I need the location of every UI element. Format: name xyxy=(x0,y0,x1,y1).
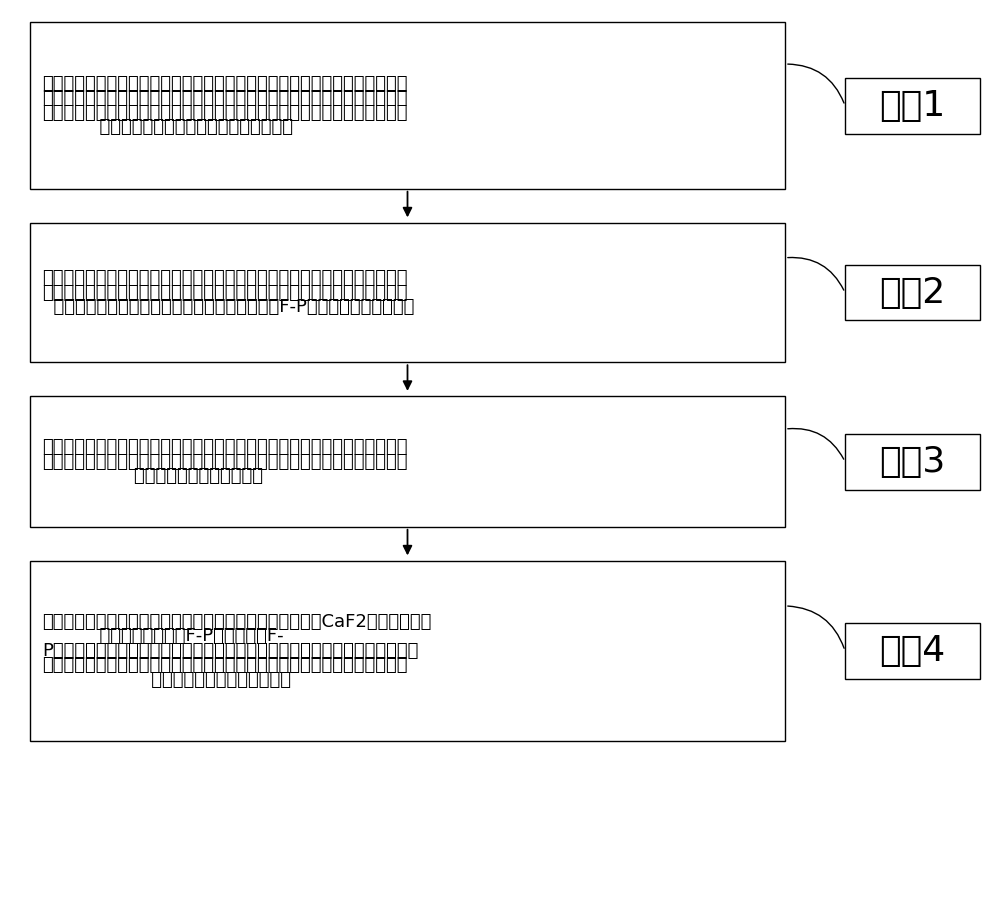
FancyArrowPatch shape xyxy=(788,429,844,459)
Text: 基于函数发生器产生锯齿波信号，使用所述锯齿波信号调制驱动器产生电流信: 基于函数发生器产生锯齿波信号，使用所述锯齿波信号调制驱动器产生电流信 xyxy=(42,75,408,93)
FancyArrowPatch shape xyxy=(788,257,844,290)
Text: 述激光依次传输至第一反射镜、第二反射镜和第三反射镜，基于第一反射镜和: 述激光依次传输至第一反射镜、第二反射镜和第三反射镜，基于第一反射镜和 xyxy=(42,104,408,122)
Bar xyxy=(30,396,785,527)
Text: 三模式匹配透镜，根据折射的激光，对激光器与F-P腔的腔膜大小进行匹配: 三模式匹配透镜，根据折射的激光，对激光器与F-P腔的腔膜大小进行匹配 xyxy=(42,298,414,316)
Text: 二分之一波片和偏振片，控制激光光学反馈的反馈率，以根据光学反馈的相位: 二分之一波片和偏振片，控制激光光学反馈的反馈率，以根据光学反馈的相位 xyxy=(42,452,408,471)
Text: 将经过偏振片的激光传输至第四反射镜，将折射后的激光经CaF2窗口镜折射进: 将经过偏振片的激光传输至第四反射镜，将折射后的激光经CaF2窗口镜折射进 xyxy=(42,613,431,631)
Bar xyxy=(30,22,785,189)
Bar xyxy=(30,561,785,741)
Bar xyxy=(845,264,980,321)
Text: 定光学反馈，生成光声信号，并基于第一谐振管和第二谐振管增强光声信号，: 定光学反馈，生成光声信号，并基于第一谐振管和第二谐振管增强光声信号， xyxy=(42,656,408,674)
Text: 步骤3: 步骤3 xyxy=(879,445,946,478)
Text: P腔的激光从第一谐振管、第二谐振管以及石英音叉的叉臂中间穿过，以基于稳: P腔的激光从第一谐振管、第二谐振管以及石英音叉的叉臂中间穿过，以基于稳 xyxy=(42,642,418,660)
Text: 基于第三反射镜将激光折射后依次传输至第一模式匹配透镜、第二模式匹配透: 基于第三反射镜将激光折射后依次传输至第一模式匹配透镜、第二模式匹配透 xyxy=(42,269,408,287)
Text: 号，通过所述驱动器产生的电流信号，驱动激光器产生激光，基于分光镜将所: 号，通过所述驱动器产生的电流信号，驱动激光器产生激光，基于分光镜将所 xyxy=(42,89,408,107)
FancyArrowPatch shape xyxy=(788,606,844,648)
Text: 步骤1: 步骤1 xyxy=(879,89,946,122)
Bar xyxy=(845,623,980,679)
Bar xyxy=(845,434,980,490)
Bar xyxy=(845,78,980,133)
Text: 基于增强的光声信号检测光谱: 基于增强的光声信号检测光谱 xyxy=(42,671,291,689)
Text: ，建立激光的稳定光学反馈: ，建立激光的稳定光学反馈 xyxy=(42,467,263,485)
Text: 将经第三模式匹配透镜后的激光依次传输至二分之一波片和偏振片，基于所述: 将经第三模式匹配透镜后的激光依次传输至二分之一波片和偏振片，基于所述 xyxy=(42,438,408,456)
FancyArrowPatch shape xyxy=(788,64,844,103)
Text: 第二反射镜根据激光控制光学反馈的相位: 第二反射镜根据激光控制光学反馈的相位 xyxy=(42,119,293,137)
Text: 步骤4: 步骤4 xyxy=(879,634,946,668)
Text: 入与激光器匹配的F-P腔，将经过F-: 入与激光器匹配的F-P腔，将经过F- xyxy=(42,628,284,645)
Text: 镜和第三模式匹配透镜，基于所述第一模式匹配透镜、第二模式匹配透镜和第: 镜和第三模式匹配透镜，基于所述第一模式匹配透镜、第二模式匹配透镜和第 xyxy=(42,283,408,302)
Text: 步骤2: 步骤2 xyxy=(879,276,946,309)
Bar xyxy=(30,223,785,362)
